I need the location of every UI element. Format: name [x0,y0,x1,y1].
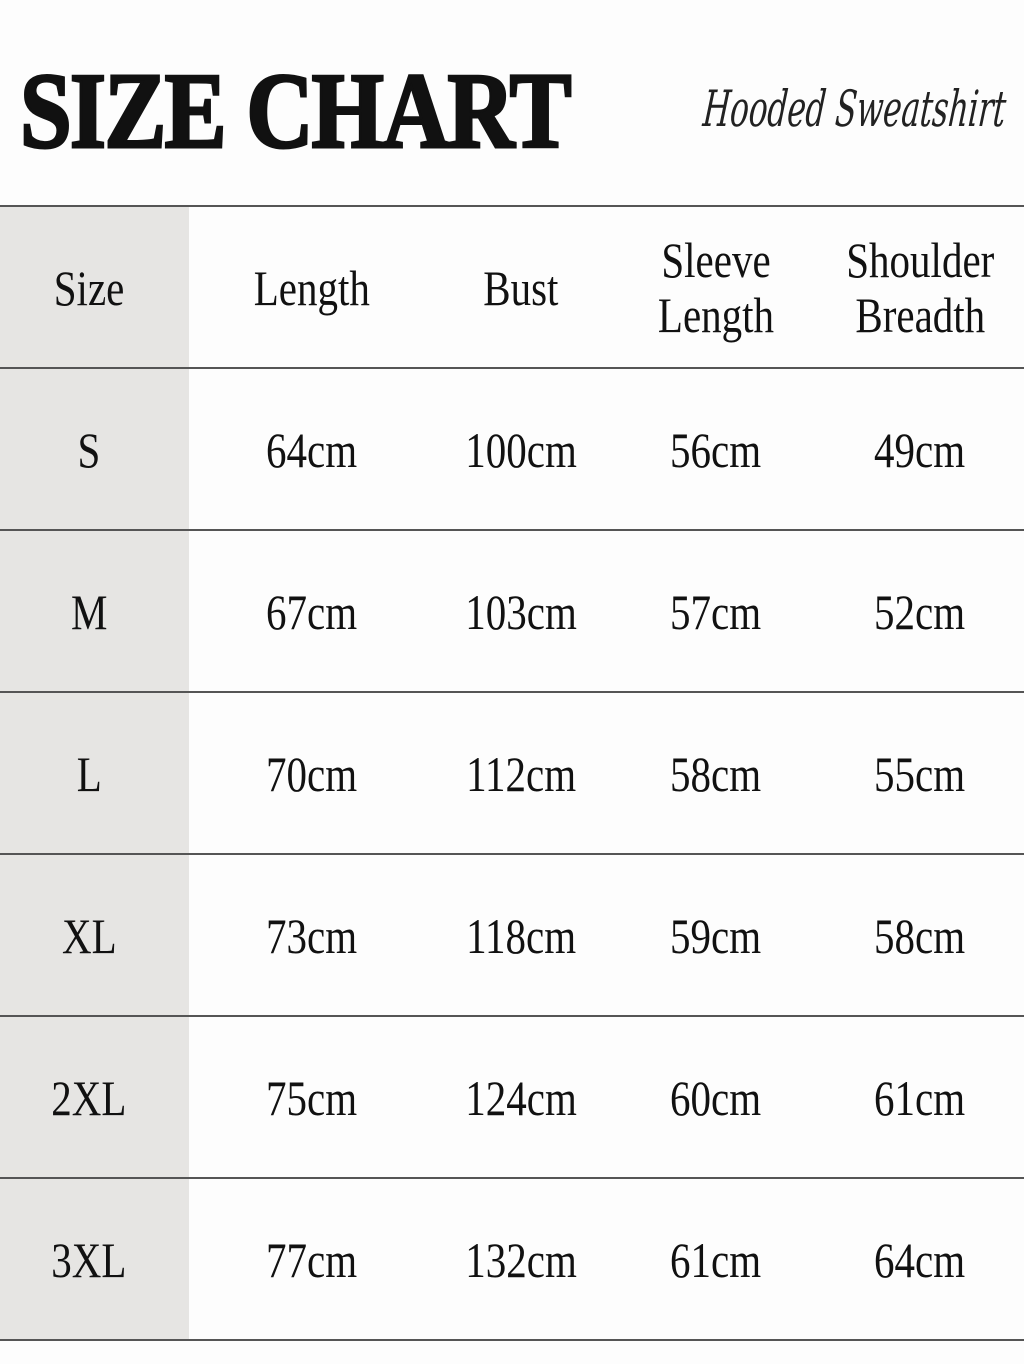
header-label: Length [253,259,371,316]
table-header-row: Size Length Bust Sleeve Length Shoulder Brea… [0,207,1024,369]
table-cell: 64cm [178,369,446,531]
header-label: Shoulder Breadth [845,232,995,343]
table-cell: 55cm [836,693,1004,855]
cell-value: 61cm [874,1069,966,1126]
table-cell: L [0,693,178,855]
cell-value: 59cm [670,907,762,964]
row-divider [0,205,1024,207]
table-cell: 49cm [836,369,1004,531]
cell-value: 124cm [465,1069,577,1126]
table-cell: M [0,531,178,693]
row-divider [0,367,1024,369]
row-divider [0,853,1024,855]
cell-value: 52cm [874,583,966,640]
table-row: M 67cm 103cm 57cm 52cm [0,531,1024,693]
table-row: S 64cm 100cm 56cm 49cm [0,369,1024,531]
table-cell: 118cm [446,855,596,1017]
header-cell: Size [0,207,178,369]
row-divider [0,691,1024,693]
table-cell: 64cm [836,1179,1004,1341]
cell-value: 61cm [670,1231,762,1288]
cell-value: 64cm [874,1231,966,1288]
table-cell: XL [0,855,178,1017]
table-row: XL 73cm 118cm 59cm 58cm [0,855,1024,1017]
table-row: L 70cm 112cm 58cm 55cm [0,693,1024,855]
cell-value: 2XL [51,1069,127,1126]
table-cell: 73cm [178,855,446,1017]
cell-value: 132cm [465,1231,577,1288]
table-cell: 60cm [596,1017,836,1179]
cell-value: 60cm [670,1069,762,1126]
size-column-background [0,207,189,1340]
header-label: Sleeve Length [657,232,775,343]
table-cell: 58cm [836,855,1004,1017]
cell-value: 70cm [266,745,358,802]
header-label: Bust [483,259,559,316]
table-cell: 52cm [836,531,1004,693]
table-cell: S [0,369,178,531]
product-subtitle: Hooded Sweatshirt [700,80,1009,138]
table-cell: 77cm [178,1179,446,1341]
cell-value: L [76,745,102,802]
header-cell: Shoulder Breadth [836,207,1004,369]
table-cell: 75cm [178,1017,446,1179]
header-cell: Sleeve Length [596,207,836,369]
cell-value: M [70,583,108,640]
table-row: 2XL 75cm 124cm 60cm 61cm [0,1017,1024,1179]
table-cell: 59cm [596,855,836,1017]
row-divider [0,1015,1024,1017]
header-cell: Bust [446,207,596,369]
table-cell: 61cm [836,1017,1004,1179]
table-cell: 3XL [0,1179,178,1341]
cell-value: 118cm [465,907,577,964]
cell-value: 75cm [266,1069,358,1126]
cell-value: 56cm [670,421,762,478]
header-label: Size [53,259,125,316]
cell-value: XL [61,907,117,964]
table-cell: 57cm [596,531,836,693]
table-cell: 100cm [446,369,596,531]
cell-value: 112cm [465,745,577,802]
table-cell: 70cm [178,693,446,855]
header-cell: Length [178,207,446,369]
row-divider [0,1177,1024,1179]
cell-value: 49cm [874,421,966,478]
table-cell: 112cm [446,693,596,855]
cell-value: 64cm [266,421,358,478]
cell-value: 57cm [670,583,762,640]
cell-value: 73cm [266,907,358,964]
cell-value: 58cm [670,745,762,802]
row-divider [0,1339,1024,1341]
table-cell: 67cm [178,531,446,693]
table-cell: 2XL [0,1017,178,1179]
page-title: SIZE CHART [19,52,573,171]
cell-value: 77cm [266,1231,358,1288]
cell-value: 100cm [465,421,577,478]
table-cell: 58cm [596,693,836,855]
cell-value: 103cm [465,583,577,640]
cell-value: 58cm [874,907,966,964]
table-cell: 132cm [446,1179,596,1341]
row-divider [0,529,1024,531]
table-row: 3XL 77cm 132cm 61cm 64cm [0,1179,1024,1341]
table-cell: 103cm [446,531,596,693]
table-cell: 124cm [446,1017,596,1179]
cell-value: 3XL [51,1231,127,1288]
cell-value: 67cm [266,583,358,640]
table-cell: 56cm [596,369,836,531]
table-cell: 61cm [596,1179,836,1341]
cell-value: 55cm [874,745,966,802]
cell-value: S [77,421,101,478]
